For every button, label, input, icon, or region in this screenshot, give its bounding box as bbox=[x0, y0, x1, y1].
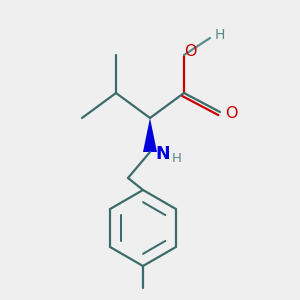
Text: O: O bbox=[225, 106, 237, 122]
Text: H: H bbox=[215, 28, 225, 42]
Text: O: O bbox=[184, 44, 196, 59]
Text: H: H bbox=[172, 152, 182, 166]
Text: N: N bbox=[156, 145, 170, 163]
Polygon shape bbox=[143, 118, 157, 152]
